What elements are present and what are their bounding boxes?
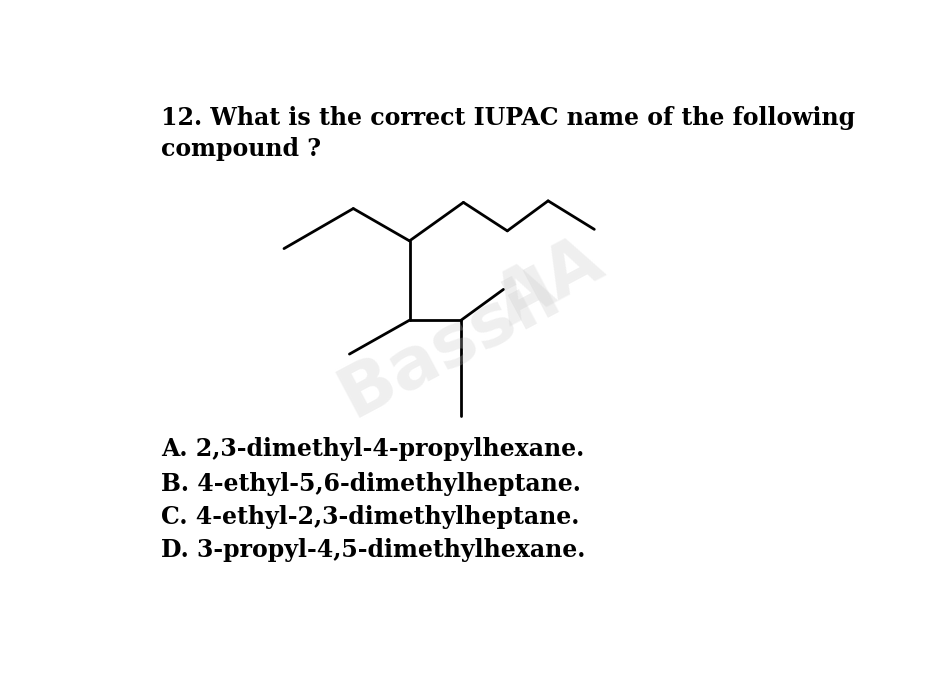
Text: D. 3-propyl-4,5-dimethylhexane.: D. 3-propyl-4,5-dimethylhexane.	[161, 538, 585, 562]
Text: A. 2,3-dimethyl-4-propylhexane.: A. 2,3-dimethyl-4-propylhexane.	[161, 437, 584, 462]
Text: C. 4-ethyl-2,3-dimethylheptane.: C. 4-ethyl-2,3-dimethylheptane.	[161, 505, 578, 529]
Text: 12. What is the correct IUPAC name of the following: 12. What is the correct IUPAC name of th…	[161, 106, 854, 130]
Text: B. 4-ethyl-5,6-dimethylheptane.: B. 4-ethyl-5,6-dimethylheptane.	[161, 472, 580, 496]
Text: AA: AA	[483, 226, 614, 340]
Text: compound ?: compound ?	[161, 137, 320, 161]
Text: Bassil: Bassil	[328, 258, 571, 432]
